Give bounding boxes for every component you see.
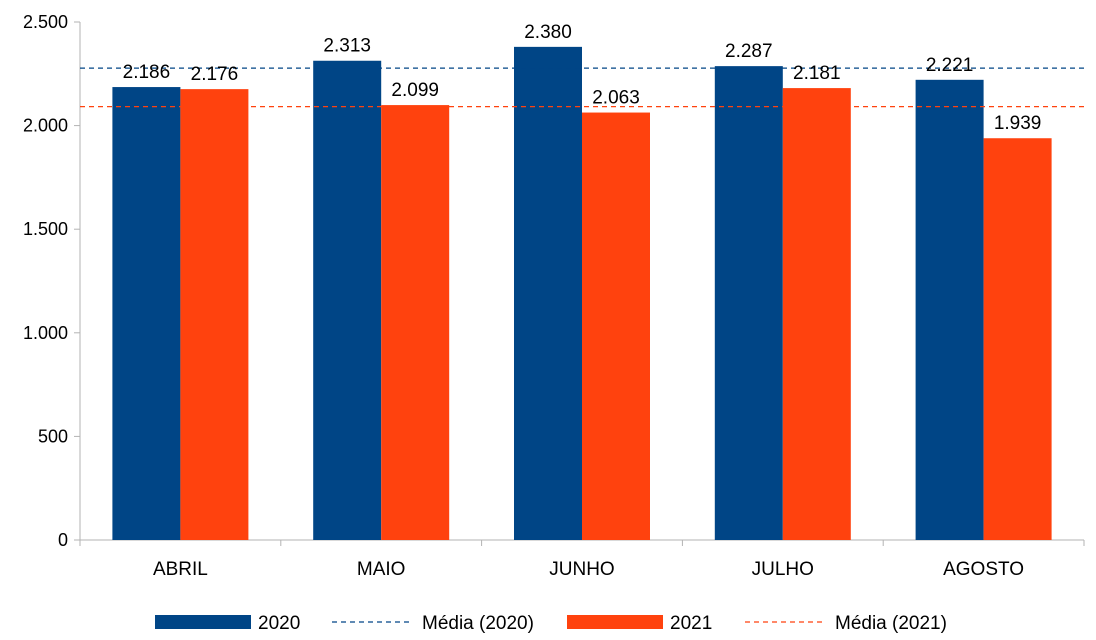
data-label: 2.287	[725, 41, 773, 62]
bar-2021-agosto	[983, 138, 1052, 540]
data-label: 2.221	[926, 55, 974, 76]
x-category-label: MAIO	[357, 559, 406, 580]
legend-label: Média (2020)	[422, 613, 534, 634]
y-tick-label: 1.500	[23, 219, 68, 239]
legend-swatch-2020	[155, 615, 251, 629]
x-category-label: AGOSTO	[943, 559, 1024, 580]
y-tick-label: 2.500	[23, 12, 68, 32]
bar-2021-julho	[782, 88, 851, 540]
bar-2020-abril	[112, 87, 181, 541]
data-label: 2.380	[524, 22, 572, 43]
x-category-label: JULHO	[752, 559, 814, 580]
bar-2020-julho	[714, 66, 783, 540]
bar-2021-junho	[582, 112, 650, 541]
data-label: 2.313	[323, 36, 371, 57]
legend-label: 2021	[670, 613, 712, 634]
y-tick-label: 1.000	[23, 323, 68, 343]
legend-swatch-2021	[567, 615, 663, 629]
y-tick-label: 0	[58, 530, 68, 550]
y-tick-label: 500	[38, 426, 68, 446]
legend-label: 2020	[258, 613, 300, 634]
bar-2020-agosto	[915, 79, 984, 540]
bar-2021-maio	[381, 105, 450, 541]
data-label: 2.186	[123, 62, 171, 83]
legend-label: Média (2021)	[835, 613, 947, 634]
data-label: 2.099	[391, 80, 439, 101]
bar-2020-maio	[313, 60, 382, 540]
data-label: 1.939	[994, 113, 1042, 134]
y-tick-label: 2.000	[23, 116, 68, 136]
bar-2021-abril	[180, 89, 249, 540]
data-label: 2.181	[793, 63, 841, 84]
bar-2020-junho	[514, 46, 582, 540]
x-category-label: ABRIL	[153, 559, 208, 580]
x-category-label: JUNHO	[549, 559, 614, 580]
data-label: 2.063	[592, 88, 640, 109]
data-label: 2.176	[191, 64, 239, 85]
